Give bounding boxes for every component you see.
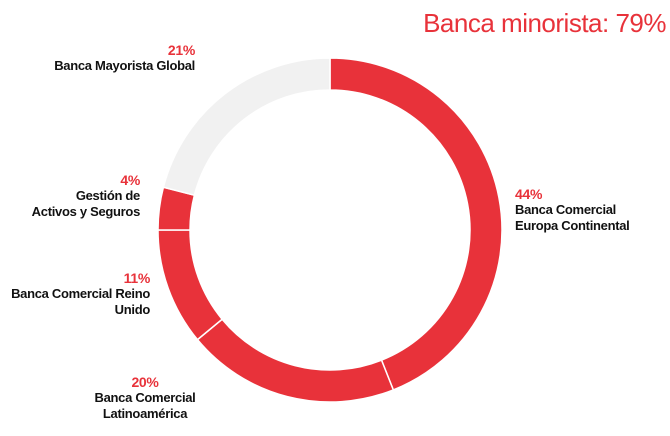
donut-segment xyxy=(157,229,224,341)
chart-title: Banca minorista: 79% xyxy=(423,8,666,38)
segment-label: 44% Banca Comercial Europa Continental xyxy=(515,186,645,234)
category-label: Banca Comercial Europa Continental xyxy=(515,202,630,233)
segment-label: 20% Banca Comercial Latinoamérica xyxy=(60,374,230,422)
segment-label: 21% Banca Mayorista Global xyxy=(40,42,195,74)
donut-segment xyxy=(329,57,503,391)
category-label: Banca Comercial Latinoamérica xyxy=(94,390,196,421)
value-label: 21% xyxy=(167,42,195,58)
donut-segment xyxy=(162,57,331,197)
category-label: Banca Comercial Reino Unido xyxy=(11,286,150,317)
segment-label: 11% Banca Comercial Reino Unido xyxy=(0,270,150,318)
value-label: 20% xyxy=(131,374,159,390)
value-label: 44% xyxy=(515,186,543,202)
segment-label: 4% Gestión de Activos y Seguros xyxy=(30,172,141,220)
category-label: Gestión de Activos y Seguros xyxy=(31,188,141,219)
value-label: 11% xyxy=(123,270,151,286)
value-label: 4% xyxy=(120,172,140,188)
category-label: Banca Mayorista Global xyxy=(54,58,195,73)
